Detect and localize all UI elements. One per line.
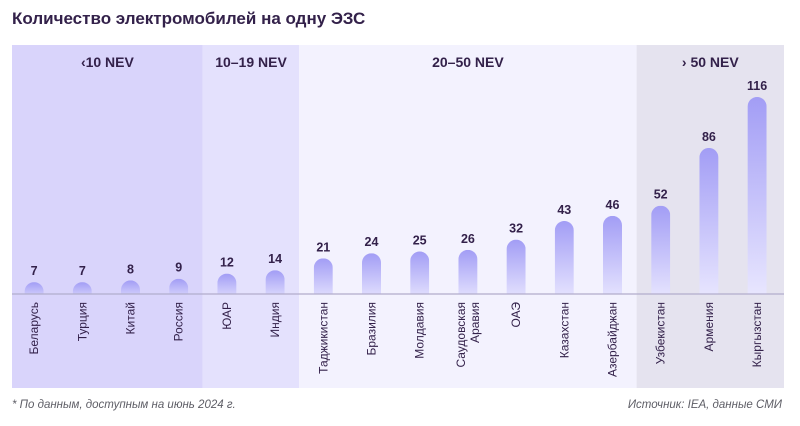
- value-label: 24: [365, 235, 379, 249]
- category-label: Индия: [268, 302, 282, 337]
- group-label: 10–19 NEV: [215, 54, 287, 70]
- category-label: Армения: [702, 302, 716, 351]
- category-label: Кыргызстан: [750, 302, 764, 367]
- category-label: Беларусь: [27, 302, 41, 354]
- value-label: 8: [127, 262, 134, 276]
- bar: [314, 258, 333, 303]
- category-label: Россия: [172, 302, 186, 341]
- bar: [410, 252, 429, 304]
- value-label: 32: [509, 222, 523, 236]
- group-band: [12, 45, 203, 388]
- category-label: СаудовскаяАравия: [454, 302, 482, 368]
- value-labels: 7 7 8 9 12 14 21 24 25 26 32 43 46 52 86 116: [31, 79, 768, 278]
- group-label: 20–50 NEV: [432, 54, 504, 70]
- category-label: Бразилия: [365, 302, 379, 356]
- value-label: 86: [702, 130, 716, 144]
- value-label: 116: [747, 79, 767, 93]
- category-label: ЮАР: [220, 302, 234, 330]
- category-label: Азербайджан: [606, 302, 620, 377]
- bar: [507, 240, 526, 304]
- value-label: 46: [606, 198, 620, 212]
- category-label: Узбекистан: [654, 302, 668, 364]
- category-label: Китай: [124, 302, 138, 334]
- bar: [699, 148, 718, 304]
- bars: [25, 97, 767, 304]
- category-label: Таджикистан: [316, 302, 330, 374]
- bar: [555, 221, 574, 304]
- value-label: 9: [175, 261, 182, 275]
- category-label: ОАЭ: [509, 302, 523, 328]
- value-label: 21: [316, 240, 330, 254]
- group-band: [202, 45, 300, 388]
- group-band: [299, 45, 637, 388]
- value-label: 25: [413, 234, 427, 248]
- bar: [651, 206, 670, 304]
- group-label: ‹10 NEV: [81, 54, 135, 70]
- group-label: › 50 NEV: [682, 54, 739, 70]
- value-label: 12: [220, 256, 234, 270]
- category-label: Молдавия: [413, 302, 427, 359]
- group-bands: ‹10 NEV 10–19 NEV 20–50 NEV › 50 NEV: [12, 45, 784, 388]
- bar: [362, 253, 381, 303]
- chart-title: Количество электромобилей на одну ЭЗС: [12, 9, 366, 28]
- bar-chart: ‹10 NEV 10–19 NEV 20–50 NEV › 50 NEV 7 7 8 9 12…: [12, 45, 784, 388]
- value-label: 43: [557, 203, 571, 217]
- category-label: Казахстан: [557, 302, 571, 358]
- category-labels: Беларусь Турция Китай Россия ЮАР Индия Таджики…: [27, 302, 764, 377]
- footnote: * По данным, доступным на июнь 2024 г.: [12, 399, 236, 411]
- value-label: 52: [654, 188, 668, 202]
- value-label: 7: [31, 264, 38, 278]
- bar: [603, 216, 622, 304]
- value-label: 7: [79, 264, 86, 278]
- bar: [458, 250, 477, 304]
- value-label: 26: [461, 232, 475, 246]
- source-note: Источник: IEA, данные СМИ: [627, 399, 782, 411]
- value-label: 14: [268, 252, 282, 266]
- bar: [748, 97, 767, 304]
- category-label: Турция: [75, 302, 89, 341]
